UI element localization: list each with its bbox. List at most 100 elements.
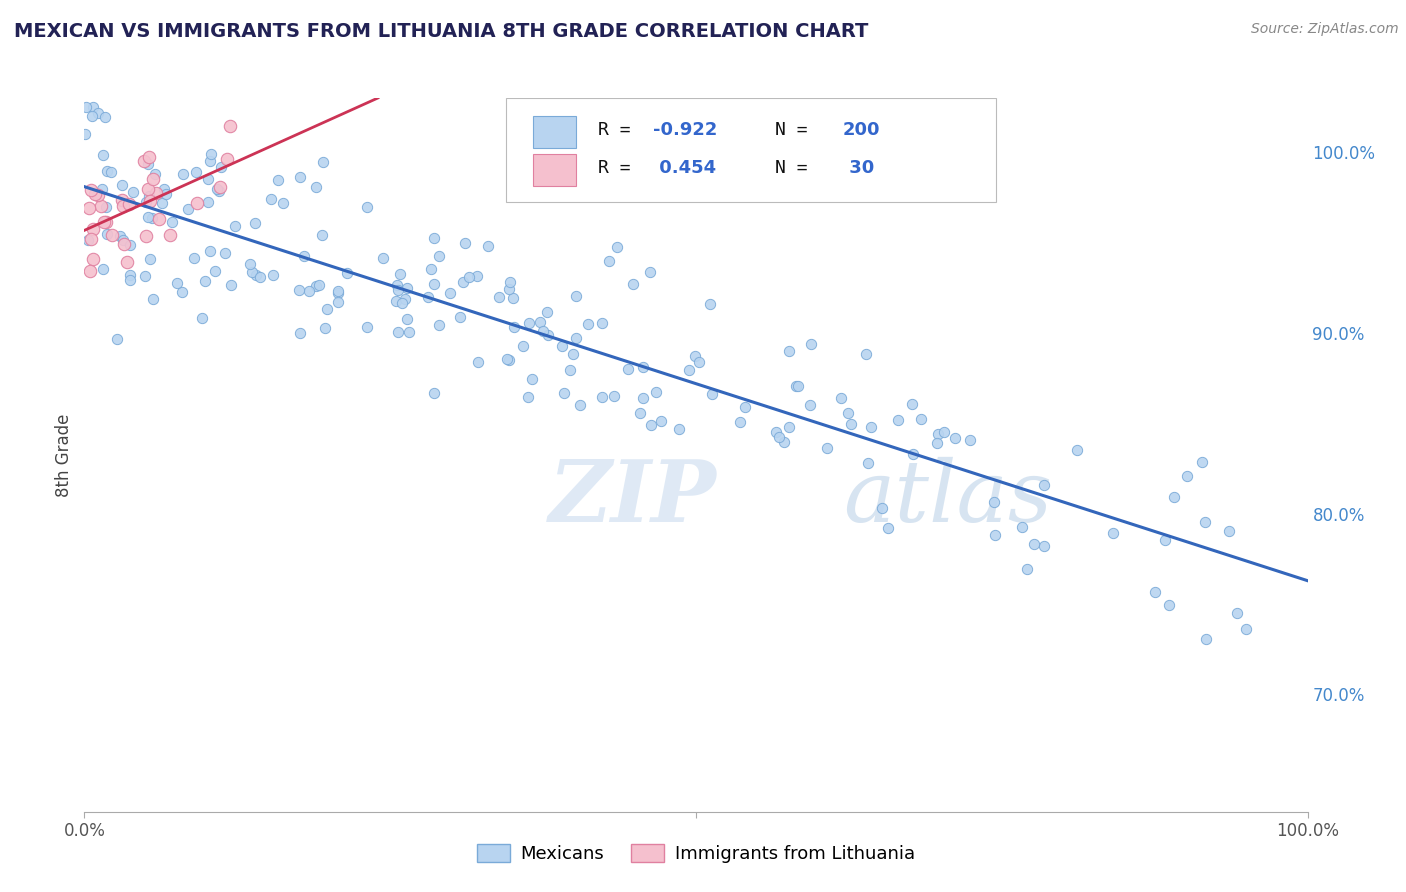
Point bbox=[242, 264, 264, 278]
Point bbox=[82, 252, 104, 267]
Text: Source: ZipAtlas.com: Source: ZipAtlas.com bbox=[1251, 22, 1399, 37]
Point bbox=[1159, 598, 1181, 612]
Point bbox=[855, 347, 877, 361]
Point bbox=[606, 240, 628, 254]
Point bbox=[120, 238, 142, 252]
Point bbox=[1226, 606, 1249, 620]
Point bbox=[419, 262, 441, 277]
Point bbox=[1154, 533, 1177, 547]
Point bbox=[75, 100, 97, 114]
Point bbox=[517, 390, 540, 404]
Point bbox=[734, 400, 756, 414]
Point bbox=[628, 406, 651, 420]
Point bbox=[134, 153, 156, 168]
Point bbox=[886, 413, 908, 427]
FancyBboxPatch shape bbox=[533, 116, 576, 148]
Point bbox=[249, 269, 271, 284]
Text: N =: N = bbox=[776, 159, 808, 177]
Point bbox=[1194, 515, 1216, 529]
Point bbox=[239, 257, 262, 271]
Point bbox=[778, 343, 800, 358]
Point bbox=[136, 211, 159, 225]
Point bbox=[183, 252, 205, 266]
Point bbox=[79, 264, 101, 278]
Point bbox=[1101, 526, 1123, 541]
Point bbox=[427, 318, 450, 333]
Point bbox=[205, 182, 228, 196]
Point bbox=[219, 119, 242, 133]
Point bbox=[498, 353, 520, 368]
Point bbox=[208, 179, 231, 194]
Point bbox=[387, 283, 409, 297]
Point bbox=[785, 379, 807, 393]
Point bbox=[90, 182, 112, 196]
Point bbox=[591, 390, 613, 404]
Point bbox=[136, 157, 159, 171]
Point bbox=[537, 328, 560, 343]
Point bbox=[925, 436, 948, 450]
Point bbox=[477, 238, 499, 252]
Point bbox=[688, 355, 710, 369]
Point bbox=[860, 419, 883, 434]
Point bbox=[640, 417, 662, 432]
Point bbox=[678, 363, 700, 377]
Point bbox=[198, 244, 221, 258]
Point bbox=[288, 326, 311, 341]
Point bbox=[273, 196, 295, 211]
Point bbox=[90, 199, 112, 213]
Point bbox=[699, 297, 721, 311]
Point bbox=[768, 430, 790, 444]
Point bbox=[943, 431, 966, 445]
Point bbox=[304, 278, 326, 293]
Text: ZIP: ZIP bbox=[550, 456, 717, 540]
Point bbox=[138, 150, 160, 164]
Point bbox=[118, 272, 141, 286]
Point bbox=[633, 359, 655, 374]
Point bbox=[118, 197, 141, 211]
Point bbox=[454, 236, 477, 251]
Point bbox=[191, 311, 214, 326]
Point bbox=[138, 181, 160, 195]
Point bbox=[451, 275, 474, 289]
Point bbox=[184, 164, 207, 178]
Point bbox=[111, 233, 134, 247]
Point bbox=[644, 385, 666, 400]
Point bbox=[553, 386, 575, 401]
Point bbox=[100, 165, 122, 179]
Point bbox=[87, 187, 110, 202]
Point bbox=[77, 233, 100, 247]
Point bbox=[1011, 520, 1033, 534]
Point bbox=[143, 167, 166, 181]
Point bbox=[569, 398, 592, 412]
Point bbox=[172, 285, 194, 299]
Point bbox=[336, 266, 359, 280]
Point bbox=[84, 186, 107, 201]
Point bbox=[398, 326, 420, 340]
Point bbox=[385, 277, 408, 292]
Point bbox=[111, 178, 134, 192]
Point bbox=[111, 199, 134, 213]
Point bbox=[536, 305, 558, 319]
Point bbox=[204, 264, 226, 278]
Point bbox=[1033, 478, 1056, 492]
Point bbox=[150, 196, 173, 211]
Point bbox=[262, 268, 284, 283]
Point bbox=[502, 320, 524, 334]
Point bbox=[683, 349, 706, 363]
Point bbox=[117, 255, 139, 269]
Point bbox=[1017, 562, 1039, 576]
Point bbox=[650, 414, 672, 428]
Point bbox=[910, 411, 932, 425]
Point bbox=[631, 391, 654, 405]
Point bbox=[591, 316, 613, 330]
Point bbox=[389, 267, 412, 281]
Point bbox=[598, 254, 620, 268]
Point bbox=[292, 249, 315, 263]
Point bbox=[328, 284, 350, 298]
Point bbox=[172, 167, 194, 181]
Point bbox=[80, 232, 103, 246]
Text: R =: R = bbox=[598, 159, 641, 177]
Point bbox=[135, 229, 157, 244]
Point bbox=[668, 422, 690, 436]
Point bbox=[416, 290, 439, 304]
